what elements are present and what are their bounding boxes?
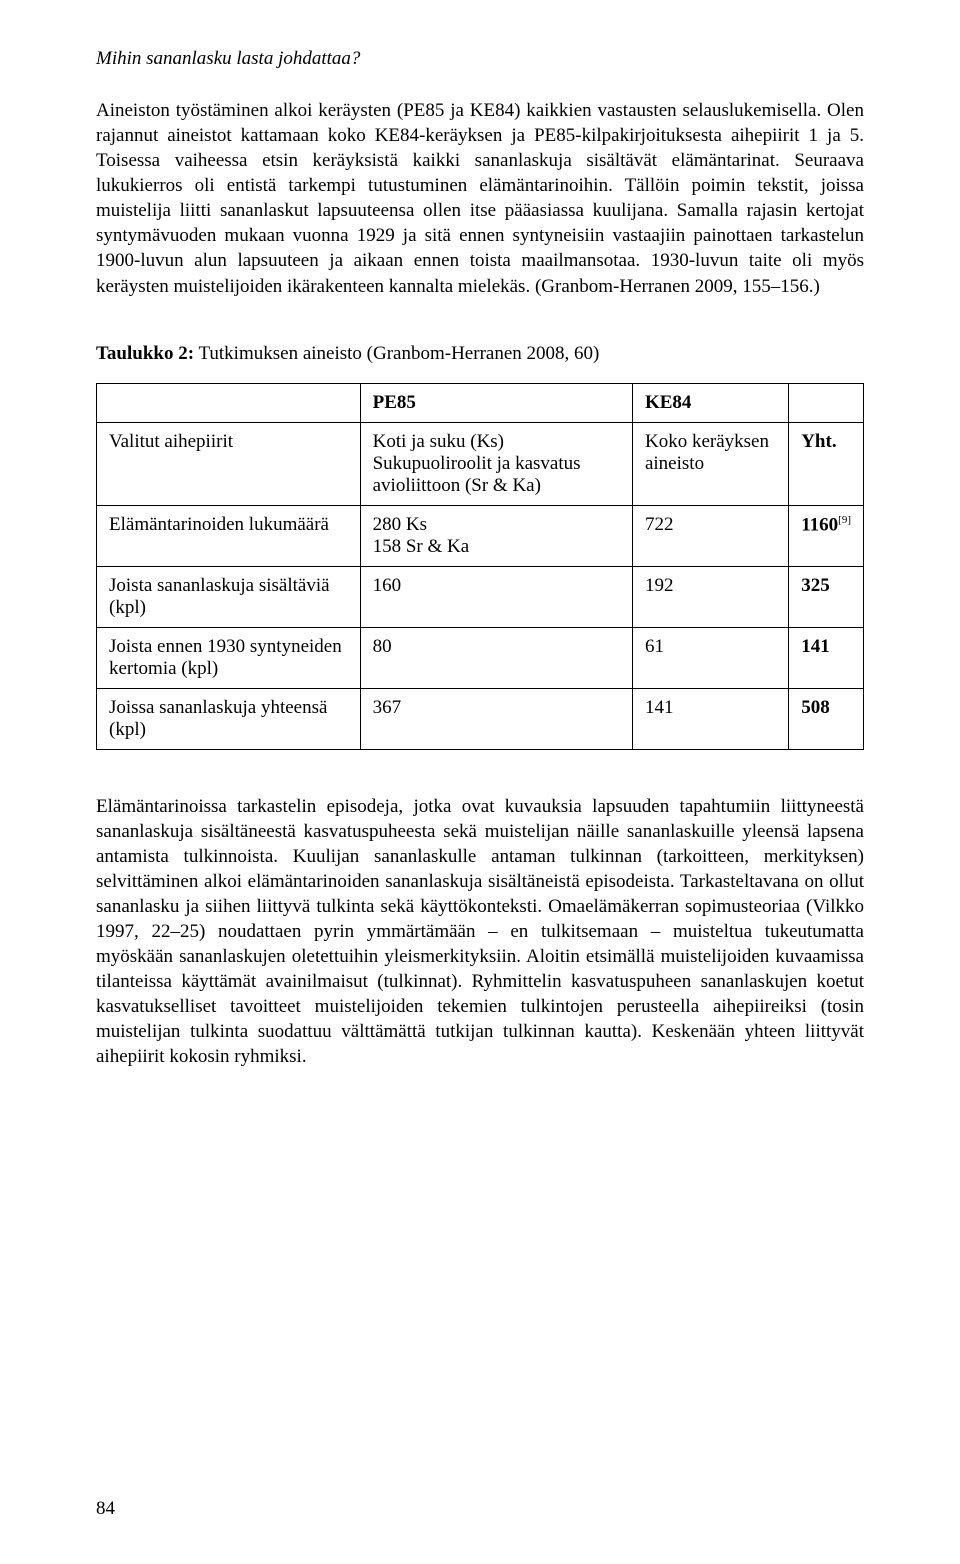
row-ke84: 61 xyxy=(632,627,788,688)
row-pe85: 80 xyxy=(360,627,632,688)
row-pe85: Koti ja suku (Ks) Sukupuoliroolit ja kas… xyxy=(360,422,632,505)
table-row: Joista ennen 1930 syntyneiden kertomia (… xyxy=(97,627,864,688)
paragraph-1: Aineiston työstäminen alkoi keräysten (P… xyxy=(96,98,864,299)
header-yht-empty xyxy=(789,383,864,422)
table-row: Valitut aihepiirit Koti ja suku (Ks) Suk… xyxy=(97,422,864,505)
row-label: Joista sananlaskuja sisältäviä (kpl) xyxy=(97,566,361,627)
row-label: Valitut aihepiirit xyxy=(97,422,361,505)
table-caption-rest: Tutkimuksen aineisto (Granbom-Herranen 2… xyxy=(194,343,599,364)
row-ke84: 192 xyxy=(632,566,788,627)
row-pe85: 280 Ks 158 Sr & Ka xyxy=(360,505,632,566)
header-ke84: KE84 xyxy=(632,383,788,422)
row-pe85: 367 xyxy=(360,688,632,749)
table-row: Elämäntarinoiden lukumäärä 280 Ks 158 Sr… xyxy=(97,505,864,566)
table-caption-bold: Taulukko 2: xyxy=(96,343,194,364)
running-header: Mihin sananlasku lasta johdattaa? xyxy=(96,48,864,70)
table-caption: Taulukko 2: Tutkimuksen aineisto (Granbo… xyxy=(96,343,864,365)
table-row: Joista sananlaskuja sisältäviä (kpl) 160… xyxy=(97,566,864,627)
row-ke84: Koko keräyksen aineisto xyxy=(632,422,788,505)
row-pe85: 160 xyxy=(360,566,632,627)
row-ke84: 722 xyxy=(632,505,788,566)
header-empty xyxy=(97,383,361,422)
row-ke84: 141 xyxy=(632,688,788,749)
row-label: Joissa sananlaskuja yhteensä (kpl) xyxy=(97,688,361,749)
data-table: PE85 KE84 Valitut aihepiirit Koti ja suk… xyxy=(96,383,864,750)
paragraph-2: Elämäntarinoissa tarkastelin episodeja, … xyxy=(96,794,864,1070)
row-label: Joista ennen 1930 syntyneiden kertomia (… xyxy=(97,627,361,688)
row-label: Elämäntarinoiden lukumäärä xyxy=(97,505,361,566)
header-pe85: PE85 xyxy=(360,383,632,422)
page-number: 84 xyxy=(96,1498,115,1520)
table-header-row: PE85 KE84 xyxy=(97,383,864,422)
row-yht: 141 xyxy=(789,627,864,688)
table-row: Joissa sananlaskuja yhteensä (kpl) 367 1… xyxy=(97,688,864,749)
row-yht: 508 xyxy=(789,688,864,749)
row-yht: 1160[9] xyxy=(789,505,864,566)
row-yht: Yht. xyxy=(789,422,864,505)
row-yht: 325 xyxy=(789,566,864,627)
